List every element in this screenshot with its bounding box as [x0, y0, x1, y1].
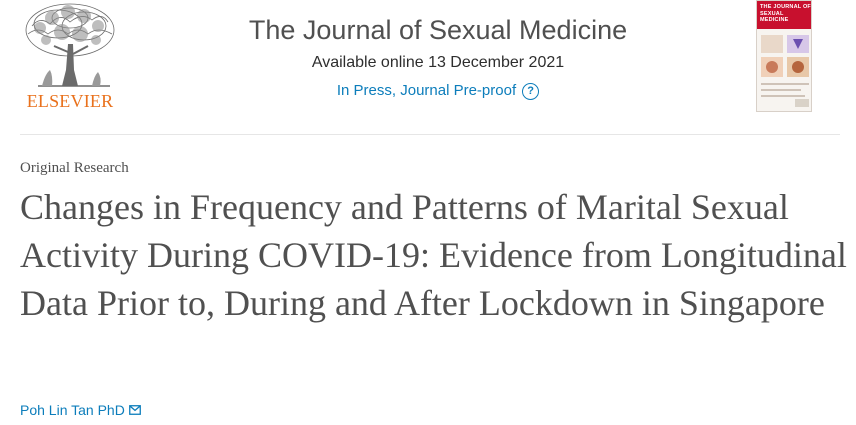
journal-header: The Journal of Sexual Medicine Available…: [200, 12, 676, 102]
cover-title: THE JOURNAL OF SEXUAL MEDICINE: [760, 4, 811, 23]
journal-title-link[interactable]: The Journal of Sexual Medicine: [248, 15, 628, 45]
question-circle-icon[interactable]: ?: [522, 82, 540, 100]
publisher-name: ELSEVIER: [26, 91, 114, 111]
journal-cover-thumbnail[interactable]: THE JOURNAL OF SEXUAL MEDICINE: [756, 0, 812, 112]
envelope-icon[interactable]: [128, 405, 141, 415]
author-list: Poh Lin Tan PhD: [20, 402, 141, 418]
cover-illustration-icon: [761, 35, 809, 107]
available-online-date: Available online 13 December 2021: [311, 54, 565, 71]
cover-band: [757, 1, 811, 29]
in-press-label[interactable]: In Press, Journal Pre-proof: [336, 82, 517, 99]
author-link[interactable]: Poh Lin Tan PhD: [20, 402, 125, 418]
article-title: Changes in Frequency and Patterns of Mar…: [20, 187, 847, 323]
article-type: Original Research: [20, 160, 129, 176]
header-divider: [20, 134, 840, 135]
elsevier-tree-icon: [25, 3, 115, 87]
in-press-status: In Press, Journal Pre-proof ?: [336, 80, 540, 102]
publisher-logo[interactable]: ELSEVIER: [18, 0, 122, 112]
